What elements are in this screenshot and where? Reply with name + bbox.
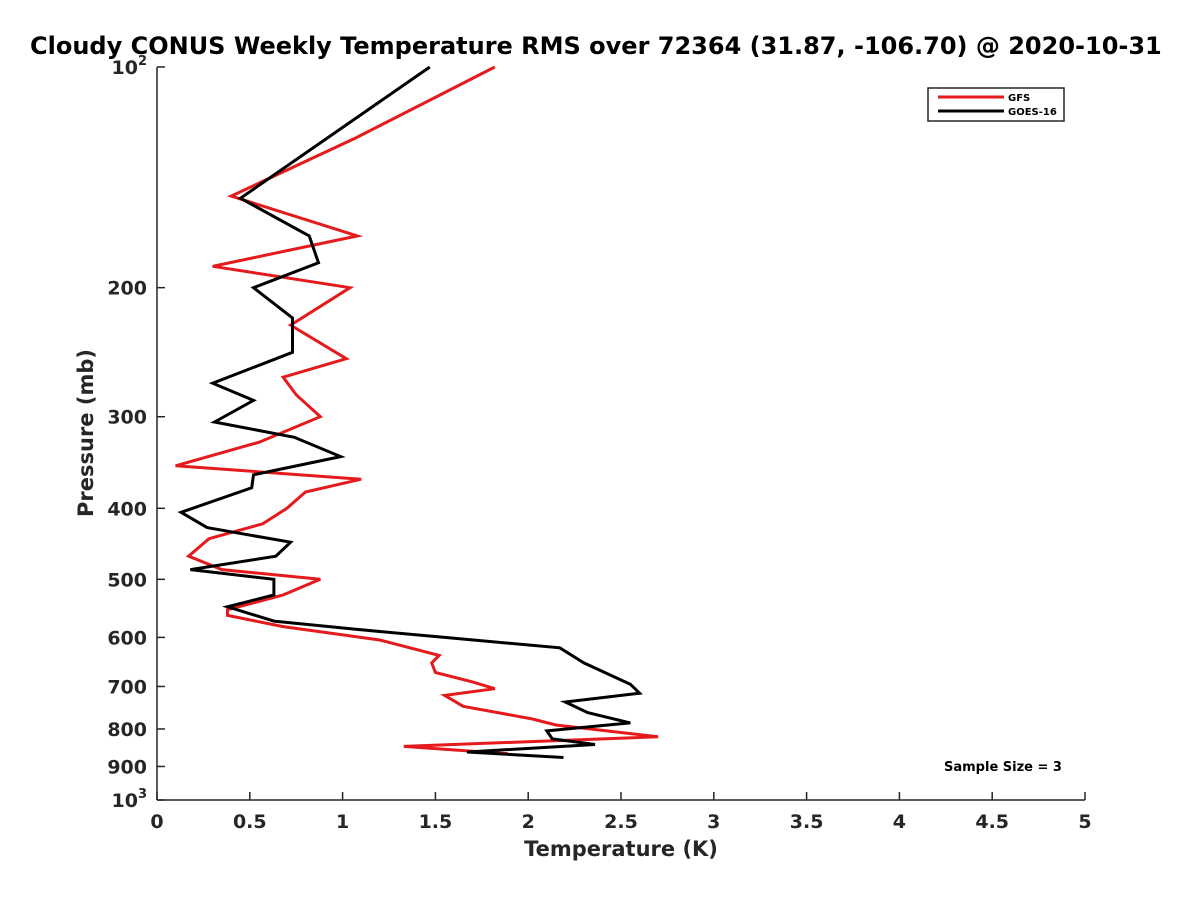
y-tick-label: 300 — [107, 407, 147, 429]
sample-size-annotation: Sample Size = 3 — [944, 760, 1062, 775]
y-tick-label: 900 — [107, 756, 147, 778]
y-tick-label: 103 — [112, 787, 148, 812]
legend-label: GOES-16 — [1008, 107, 1057, 118]
y-tick-label: 200 — [107, 278, 147, 300]
x-tick-label: 4.5 — [975, 811, 1009, 833]
y-tick-label: 102 — [112, 54, 148, 79]
x-axis-label: Temperature (K) — [524, 837, 718, 861]
chart-title: Cloudy CONUS Weekly Temperature RMS over… — [30, 32, 1162, 60]
y-axis-label: Pressure (mb) — [74, 349, 98, 517]
x-tick-label: 5 — [1078, 811, 1091, 833]
x-tick-label: 3 — [707, 811, 720, 833]
legend-box — [927, 87, 1065, 122]
y-tick-label: 400 — [107, 498, 147, 520]
x-tick-label: 1.5 — [419, 811, 453, 833]
y-tick-label: 500 — [107, 569, 147, 591]
series-layer — [175, 65, 659, 759]
series-line-gfs — [175, 65, 659, 756]
y-tick-label: 800 — [107, 719, 147, 741]
y-tick-label: 700 — [107, 676, 147, 698]
x-tick-label: 0.5 — [233, 811, 267, 833]
x-tick-label: 1 — [336, 811, 349, 833]
legend-label: GFS — [1008, 93, 1030, 104]
x-tick-label: 4 — [893, 811, 906, 833]
series-line-goes-16 — [177, 65, 643, 759]
x-tick-label: 2.5 — [604, 811, 638, 833]
x-tick-label: 3.5 — [790, 811, 824, 833]
x-tick-label: 2 — [522, 811, 535, 833]
legend: GFS GOES-16 — [927, 87, 1065, 122]
y-tick-label: 600 — [107, 627, 147, 649]
x-tick-label: 0 — [150, 811, 163, 833]
axes-layer: 0 0.5 1 1.5 2 2.5 3 3.5 4 4.5 5 102 200 300 400 500 600 7… — [107, 54, 1091, 833]
